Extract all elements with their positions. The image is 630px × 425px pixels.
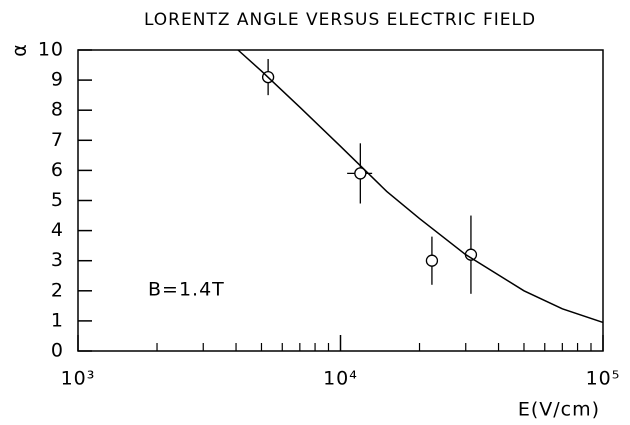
- data-point: [354, 167, 367, 180]
- y-tick-label: 10: [38, 39, 64, 61]
- chart-title: LORENTZ ANGLE VERSUS ELECTRIC FIELD: [144, 10, 536, 30]
- annotation: B=1.4T: [148, 279, 225, 301]
- y-tick-label: 2: [51, 279, 64, 301]
- x-tick-label: 10⁵: [586, 368, 621, 390]
- y-tick-label: 6: [51, 159, 64, 181]
- y-tick-label: 3: [51, 249, 64, 271]
- plot-frame: [77, 49, 604, 352]
- x-tick-label: 10³: [61, 368, 96, 390]
- y-tick-label: 4: [51, 219, 64, 241]
- y-tick-label: 1: [51, 309, 64, 331]
- data-point: [425, 254, 439, 267]
- y-tick-label: 0: [51, 340, 64, 362]
- y-tick-label: 7: [51, 129, 64, 151]
- fit-curve: [237, 49, 604, 324]
- x-tick-label: 10⁴: [323, 368, 358, 390]
- y-tick-label: 9: [51, 69, 64, 91]
- y-tick-label: 8: [51, 99, 64, 121]
- y-tick-label: 5: [51, 189, 64, 211]
- y-axis-label: α: [9, 43, 31, 57]
- x-axis-label: E(V/cm): [518, 399, 600, 421]
